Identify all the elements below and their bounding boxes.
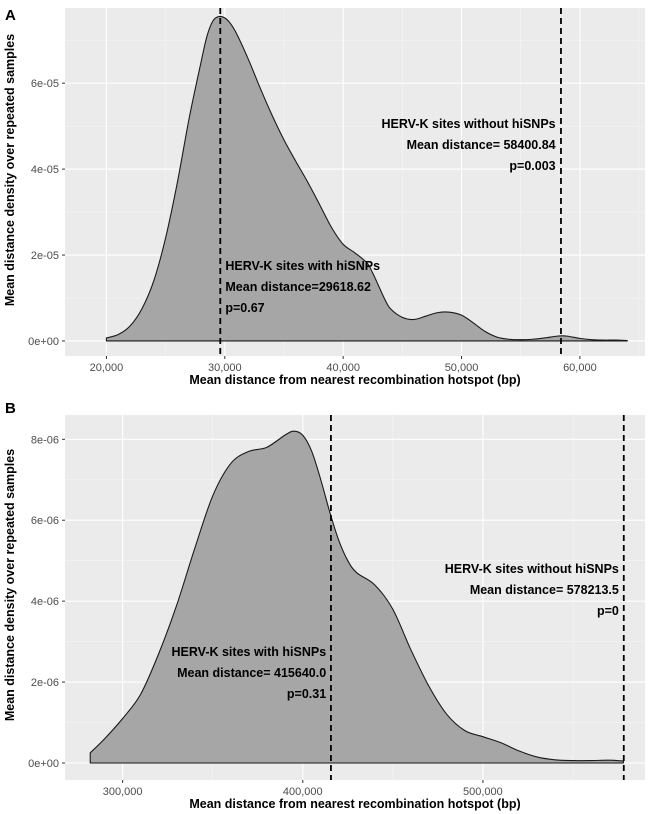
panel-b: 300,000 400,000 500,000 0e+00 2e-06 4e-06 6e-0… xyxy=(3,400,645,811)
annotation-2-line-2: Mean distance= 58400.84 xyxy=(407,138,556,152)
x-tick-label: 40,000 xyxy=(326,362,360,374)
annotation-2-line-1: HERV-K sites without hiSNPs xyxy=(445,562,619,576)
x-tick-label: 30,000 xyxy=(208,362,242,374)
y-tick-label: 4e-06 xyxy=(31,596,59,608)
annotation-1-line-2: Mean distance= 415640.0 xyxy=(177,666,326,680)
y-tick-label: 0e+00 xyxy=(28,336,59,348)
x-tick-label: 60,000 xyxy=(563,362,597,374)
y-tick-label: 0e+00 xyxy=(28,758,59,770)
density-area xyxy=(89,430,624,764)
annotation-1-line-1: HERV-K sites with hiSNPs xyxy=(225,259,380,273)
y-tick-label: 4e-05 xyxy=(31,164,59,176)
x-tick-label: 300,000 xyxy=(103,786,143,798)
y-tick-label: 2e-05 xyxy=(31,250,59,262)
annotation-1-line-1: HERV-K sites with hiSNPs xyxy=(172,645,327,659)
x-axis-title: Mean distance from nearest recombination… xyxy=(189,797,520,811)
panel-label: B xyxy=(5,400,16,417)
y-tick-label: 6e-05 xyxy=(31,78,59,90)
annotation-1-line-3: p=0.31 xyxy=(287,687,326,701)
y-tick-label: 8e-06 xyxy=(31,434,59,446)
x-axis-title: Mean distance from nearest recombination… xyxy=(189,373,520,387)
annotation-2-line-3: p=0 xyxy=(597,604,619,618)
x-tick-label: 20,000 xyxy=(90,362,124,374)
annotation-2-line-2: Mean distance= 578213.5 xyxy=(470,583,619,597)
y-tick-label: 2e-06 xyxy=(31,677,59,689)
annotation-2-line-3: p=0.003 xyxy=(509,159,555,173)
panel-a: 20,000 30,000 40,000 50,000 60,000 0e+00 2e-05… xyxy=(3,7,645,387)
annotation-1-line-3: p=0.67 xyxy=(225,301,264,315)
density-area xyxy=(105,15,628,342)
x-tick-label: 400,000 xyxy=(283,786,323,798)
annotation-1-line-2: Mean distance=29618.62 xyxy=(225,280,371,294)
annotation-2-line-1: HERV-K sites without hiSNPs xyxy=(382,117,556,131)
y-tick-label: 6e-06 xyxy=(31,515,59,527)
y-axis-title: Mean distance density over repeated samp… xyxy=(3,34,17,306)
x-tick-label: 50,000 xyxy=(445,362,479,374)
y-axis-title: Mean distance density over repeated samp… xyxy=(3,449,17,721)
x-tick-label: 500,000 xyxy=(463,786,503,798)
panel-label: A xyxy=(5,7,16,24)
